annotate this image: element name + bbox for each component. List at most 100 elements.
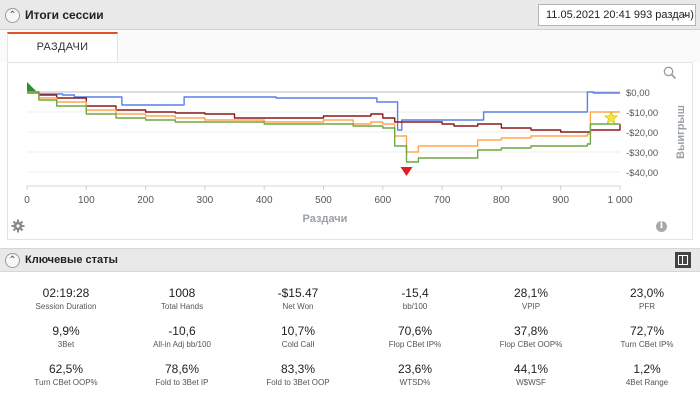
- tab-hands[interactable]: РАЗДАЧИ: [7, 32, 118, 62]
- stat-label: Flop CBet OOP%: [499, 340, 563, 349]
- stat-value: 78,6%: [164, 362, 200, 376]
- stat-label: Net Won: [282, 302, 314, 311]
- stat-label: VPIP: [521, 302, 541, 311]
- x-tick-label: 400: [256, 195, 273, 206]
- chart-markers: [27, 82, 619, 176]
- session-selector-value: 11.05.2021 20:41 993 раздач): [546, 9, 694, 21]
- stat-label: All-in Adj bb/100: [153, 340, 211, 349]
- chart-ticks: $0,00 -$10,00 -$20,00 -$30,00 -$40,00 0 100 200…: [24, 88, 658, 206]
- gear-icon[interactable]: [11, 219, 25, 233]
- stat-value: 10,7%: [280, 324, 316, 338]
- session-summary-header: ⌃ Итоги сессии 11.05.2021 20:41 993 разд…: [0, 0, 700, 30]
- x-tick-label: 200: [137, 195, 154, 206]
- start-marker: [27, 82, 36, 91]
- stat-item: -$15.47 Net Won: [240, 286, 356, 312]
- stat-item: 72,7% Turn CBet IP%: [589, 324, 700, 350]
- stat-value: 62,5%: [48, 362, 84, 376]
- stat-label: Cold Call: [281, 340, 315, 349]
- y-tick-label: -$30,00: [626, 148, 658, 159]
- stat-item: 37,8% Flop CBet OOP%: [473, 324, 589, 350]
- stat-label: Turn CBet IP%: [620, 340, 674, 349]
- session-summary-title: Итоги сессии: [25, 8, 104, 22]
- key-stats-header: ⌃ Ключевые статы: [0, 248, 700, 272]
- series-line-2: [27, 91, 620, 153]
- stat-value: -10,6: [168, 324, 196, 338]
- stat-item: 70,6% Flop CBet IP%: [357, 324, 473, 350]
- stat-value: 72,7%: [629, 324, 665, 338]
- zoom-icon[interactable]: [663, 66, 677, 80]
- stat-value: -15,4: [401, 286, 429, 300]
- collapse-session-button[interactable]: ⌃: [5, 8, 20, 23]
- stat-item: 1,2% 4Bet Range: [589, 362, 700, 388]
- y-tick-label: -$10,00: [626, 108, 658, 119]
- stat-item: 1008 Total Hands: [124, 286, 240, 312]
- x-tick-label: 500: [315, 195, 332, 206]
- stat-label: 3Bet: [57, 340, 75, 349]
- y-tick-label: -$40,00: [626, 168, 658, 179]
- stat-item: 78,6% Fold to 3Bet IP: [124, 362, 240, 388]
- stat-label: Flop CBet IP%: [388, 340, 442, 349]
- stat-label: WTSD%: [399, 378, 431, 387]
- end-marker: [604, 110, 619, 124]
- layout-toggle-button[interactable]: [675, 252, 691, 268]
- stat-value: 37,8%: [513, 324, 549, 338]
- series-line-1: [27, 91, 621, 133]
- x-tick-label: 800: [493, 195, 510, 206]
- stat-item: -10,6 All-in Adj bb/100: [124, 324, 240, 350]
- stat-item: 83,3% Fold to 3Bet OOP: [240, 362, 356, 388]
- stat-value: 70,6%: [397, 324, 433, 338]
- stat-item: 9,9% 3Bet: [8, 324, 124, 350]
- stat-value: 1008: [168, 286, 196, 300]
- stat-label: Fold to 3Bet IP: [155, 378, 209, 387]
- chevron-down-icon: ⌄: [681, 9, 690, 20]
- stat-value: 02:19:28: [42, 286, 90, 300]
- stat-value: 83,3%: [280, 362, 316, 376]
- x-tick-label: 900: [552, 195, 569, 206]
- x-tick-label: 600: [374, 195, 391, 206]
- stat-value: 28,1%: [513, 286, 549, 300]
- x-tick-label: 0: [24, 195, 30, 206]
- stat-label: 4Bet Range: [625, 378, 669, 387]
- y-tick-label: -$20,00: [626, 128, 658, 139]
- collapse-stats-button[interactable]: ⌃: [5, 253, 20, 268]
- x-tick-label: 100: [78, 195, 95, 206]
- stat-item: 62,5% Turn CBet OOP%: [8, 362, 124, 388]
- chevron-up-icon: ⌃: [8, 255, 17, 266]
- stat-label: Session Duration: [35, 302, 97, 311]
- stat-item: 44,1% W$WSF: [473, 362, 589, 388]
- chart-lines: [27, 91, 621, 163]
- stat-value: 44,1%: [513, 362, 549, 376]
- key-stats-title: Ключевые статы: [25, 254, 118, 266]
- key-stats-grid: 02:19:28 Session Duration 1008 Total Hands -…: [0, 280, 700, 400]
- stat-label: W$WSF: [516, 378, 546, 387]
- chart-axes: [26, 91, 621, 190]
- chart-grid: [27, 91, 620, 173]
- series-line-0: [27, 91, 620, 131]
- stat-label: PFR: [639, 302, 655, 311]
- y-axis-label: Выигрыш: [675, 105, 687, 159]
- stat-item: -15,4 bb/100: [357, 286, 473, 312]
- stat-item: 02:19:28 Session Duration: [8, 286, 124, 312]
- winnings-chart: $0,00 -$10,00 -$20,00 -$30,00 -$40,00 0 100 200…: [24, 82, 687, 225]
- x-tick-label: 1 000: [607, 195, 632, 206]
- x-tick-label: 700: [434, 195, 451, 206]
- stat-label: bb/100: [402, 302, 428, 311]
- stat-value: 23,0%: [629, 286, 665, 300]
- stat-label: Total Hands: [160, 302, 204, 311]
- min-marker: [400, 167, 413, 176]
- stat-value: 1,2%: [633, 362, 661, 376]
- session-selector-dropdown[interactable]: 11.05.2021 20:41 993 раздач) ⌄: [538, 4, 696, 26]
- x-axis-label: Раздачи: [303, 213, 348, 225]
- info-icon[interactable]: i: [656, 221, 667, 232]
- stat-label: Turn CBet OOP%: [34, 378, 98, 387]
- series-line-3: [27, 91, 620, 163]
- y-tick-label: $0,00: [626, 88, 650, 99]
- chevron-up-icon: ⌃: [8, 10, 17, 21]
- stat-value: -$15.47: [277, 286, 319, 300]
- stat-item: 10,7% Cold Call: [240, 324, 356, 350]
- stat-value: 23,6%: [397, 362, 433, 376]
- stat-item: 23,6% WTSD%: [357, 362, 473, 388]
- tab-bar: РАЗДАЧИ: [0, 30, 700, 62]
- stat-item: 28,1% VPIP: [473, 286, 589, 312]
- x-tick-label: 300: [197, 195, 214, 206]
